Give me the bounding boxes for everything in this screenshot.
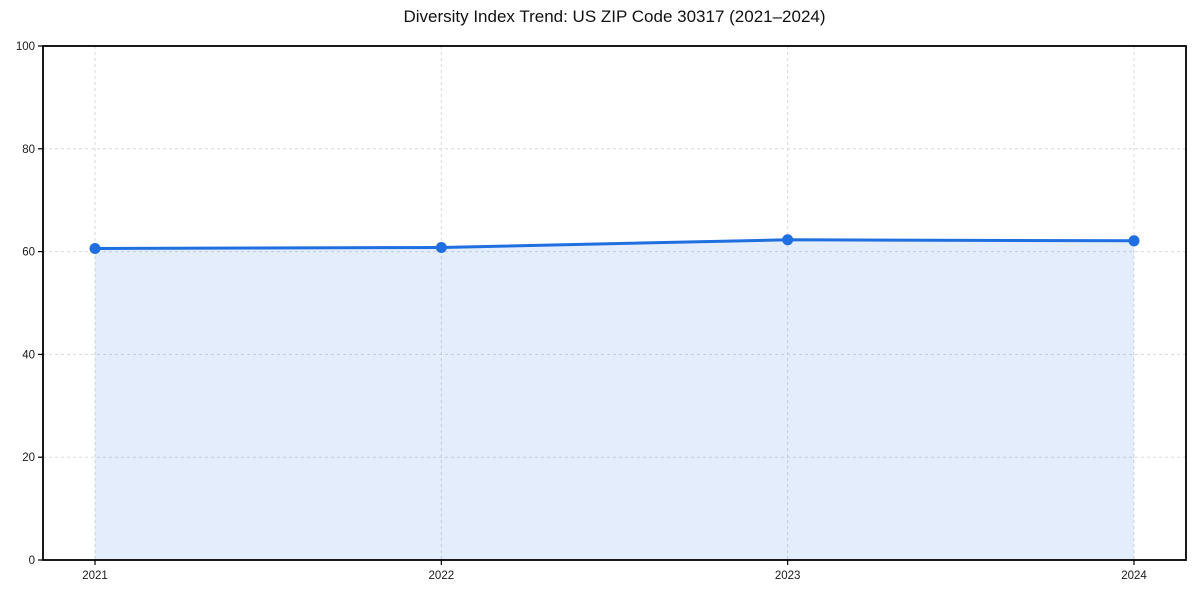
x-tick-label: 2022 bbox=[429, 570, 455, 582]
data-point bbox=[435, 241, 447, 253]
x-tick-label: 2023 bbox=[775, 570, 801, 582]
y-tick-label: 80 bbox=[22, 144, 35, 156]
area-fill bbox=[95, 239, 1134, 560]
y-tick-label: 0 bbox=[29, 555, 35, 567]
plot-border bbox=[42, 45, 1187, 561]
y-tick-label: 100 bbox=[16, 41, 35, 53]
chart-title: Diversity Index Trend: US ZIP Code 30317… bbox=[403, 7, 826, 26]
data-point bbox=[782, 234, 794, 246]
data-point bbox=[89, 243, 101, 255]
trend-line bbox=[93, 238, 1136, 251]
x-tick-label: 2024 bbox=[1121, 570, 1147, 582]
y-tick-label: 20 bbox=[22, 452, 35, 464]
y-tick-label: 40 bbox=[22, 349, 35, 361]
y-tick-label: 60 bbox=[22, 247, 35, 259]
x-tick-label: 2021 bbox=[82, 570, 108, 582]
data-point bbox=[1128, 235, 1140, 247]
